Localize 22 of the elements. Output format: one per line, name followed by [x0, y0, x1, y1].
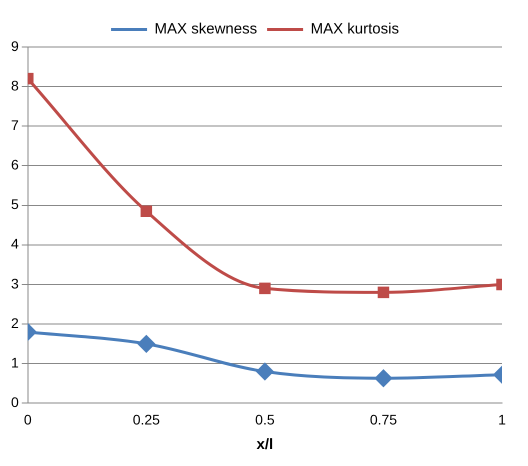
y-tick-label: 3	[10, 275, 19, 292]
y-tick-label: 2	[10, 314, 19, 331]
x-tick-label: 1	[498, 411, 506, 428]
y-tick-label: 8	[10, 77, 19, 94]
legend-label: MAX kurtosis	[310, 20, 399, 38]
x-tick-label: 0.25	[132, 411, 160, 428]
y-tick-label: 4	[10, 236, 19, 252]
x-tick-label: 0	[24, 411, 32, 428]
point	[259, 282, 271, 294]
point	[140, 206, 152, 217]
y-tick-label: 0	[10, 394, 19, 410]
y-tick-label: 1	[10, 354, 19, 370]
point	[256, 363, 274, 380]
y-tick-label: 7	[10, 117, 19, 134]
point	[374, 370, 392, 387]
x-tick-label: 0.5	[255, 411, 275, 428]
legend-label: MAX skewness	[154, 20, 258, 38]
x-axis-title: x/l	[256, 436, 274, 454]
x-tick-label: 0.75	[370, 411, 398, 428]
y-tick-label: 6	[10, 156, 19, 173]
y-tick-label: 9	[10, 38, 19, 54]
y-tick-label: 5	[10, 196, 19, 212]
